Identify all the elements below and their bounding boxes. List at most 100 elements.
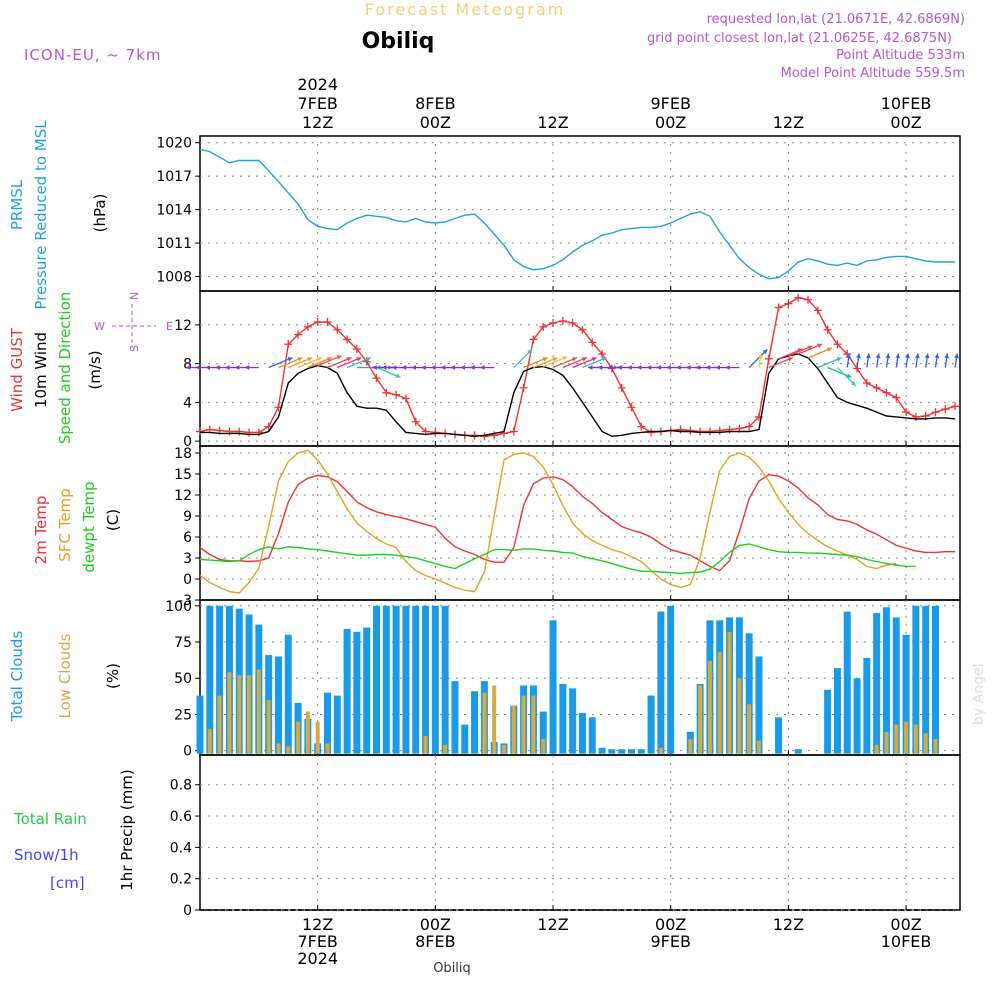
total-cloud-bar (637, 749, 645, 754)
low-cloud-bar (688, 739, 693, 754)
top-time-label: 7FEB (297, 94, 337, 113)
total-cloud-bar (549, 620, 557, 754)
total-cloud-bar (873, 613, 881, 754)
total-cloud-bar (363, 627, 371, 754)
wind-arrowhead (617, 365, 622, 370)
total-cloud-bar (333, 695, 341, 754)
total-cloud-bar (667, 605, 675, 754)
total-cloud-bar (402, 605, 410, 754)
wind-arrowhead (627, 365, 632, 370)
total-cloud-bar (216, 605, 224, 754)
y-tick-label: 100 (165, 599, 192, 615)
bottom-time-label: 00Z (655, 915, 686, 934)
total-cloud-bar (392, 605, 400, 754)
wind-direction-label: Speed and Direction (56, 292, 74, 445)
wind-arrowhead (460, 365, 465, 370)
y-tick-label: 12 (174, 488, 192, 504)
compass-north: N (128, 292, 141, 300)
precip-label: 1hr Precip (mm) (118, 769, 136, 890)
total-cloud-bar (274, 656, 282, 754)
total-cloud-bar (853, 678, 861, 754)
low-cloud-bar (923, 733, 928, 754)
total-cloud-bar (559, 684, 567, 754)
low-cloud-bar (325, 743, 330, 754)
y-tick-label: 1008 (156, 270, 192, 286)
requested-coords: requested lon,lat (21.0671E, 42.6869N) (707, 12, 965, 27)
low-cloud-bar (737, 678, 742, 754)
wind-arrowhead (470, 365, 475, 370)
temp2m-label: 2m Temp (32, 496, 50, 565)
low-cloud-bar (296, 721, 301, 754)
gust-marker (225, 427, 234, 436)
wind-panel: 0 4 8 12 N S W E (94, 290, 961, 450)
wind-arrowhead (686, 365, 691, 370)
bottom-time-label: 9FEB (650, 932, 690, 951)
total-cloud-bar (598, 747, 606, 754)
sfc-temp-line (199, 449, 897, 594)
gust-marker (715, 426, 724, 435)
top-time-label: 12Z (302, 113, 333, 132)
gust-marker (686, 426, 695, 435)
gust-marker (382, 388, 391, 397)
low-cloud-bar (227, 672, 232, 754)
total-cloud-bar (775, 717, 783, 754)
gust-marker (823, 325, 832, 334)
compass-south: S (128, 345, 141, 352)
y-tick-label: 0.6 (170, 809, 192, 825)
y-tick-label: 50 (174, 671, 192, 687)
wind-arrowhead (562, 356, 568, 361)
compass-icon: N S W E (94, 292, 173, 352)
wind-label: 10m Wind (32, 332, 50, 408)
wind-arrowhead (382, 365, 387, 370)
low-cloud-bar (305, 711, 310, 754)
y-tick-label: 15 (174, 467, 192, 483)
total-cloud-bar (843, 611, 851, 754)
location-title: Obiliq (362, 29, 435, 54)
gust-marker (794, 293, 803, 302)
wind-arrowhead (656, 365, 662, 370)
dewpt-temp-line (199, 543, 916, 575)
watermark: by Angel (971, 664, 987, 725)
wind-arrowhead (205, 365, 211, 370)
footer-location: Obiliq (433, 961, 471, 976)
total-cloud-bar (824, 689, 832, 754)
low-cloud-bar (482, 692, 487, 754)
bottom-time-label: 00Z (420, 915, 451, 934)
total-cloud-bar (373, 605, 381, 754)
total-cloud-bar (461, 724, 469, 754)
total-cloud-bar (412, 605, 420, 754)
gust-marker (578, 325, 587, 334)
low-cloud-bar (913, 724, 918, 754)
bottom-time-label: 12Z (302, 915, 333, 934)
total-cloud-bar (608, 749, 616, 754)
bottom-time-label: 7FEB (297, 932, 337, 951)
wind-arrowhead (307, 357, 313, 362)
total-cloud-bar (539, 711, 547, 754)
wind-arrowhead (235, 365, 240, 370)
gust-marker (951, 402, 960, 411)
top-time-label: 00Z (420, 113, 451, 132)
gust-marker (617, 383, 626, 392)
low-cloud-bar (521, 695, 526, 754)
wind-arrowhead (695, 365, 701, 370)
y-tick-label: 1014 (156, 203, 192, 219)
y-tick-label: 0.2 (170, 872, 192, 888)
wind-arrowhead (895, 353, 901, 359)
wind-arrowhead (480, 365, 485, 370)
top-time-label: 00Z (655, 113, 686, 132)
low-cloud-bar (276, 743, 281, 754)
gust-marker (411, 417, 420, 426)
gust-marker (539, 322, 548, 331)
low-cloud-bar (707, 660, 712, 754)
bottom-time-label: 8FEB (415, 932, 455, 951)
gust-marker (568, 318, 577, 327)
y-tick-label: 12 (174, 318, 192, 334)
temperature-frame (199, 445, 961, 601)
wind-arrowhead (431, 365, 436, 370)
total-cloud-bar (745, 633, 753, 754)
wind-arrowhead (581, 357, 587, 362)
gust-label: Wind GUST (8, 327, 26, 412)
wind-arrowhead (297, 357, 303, 362)
bottom-time-label: 10FEB (881, 932, 932, 951)
